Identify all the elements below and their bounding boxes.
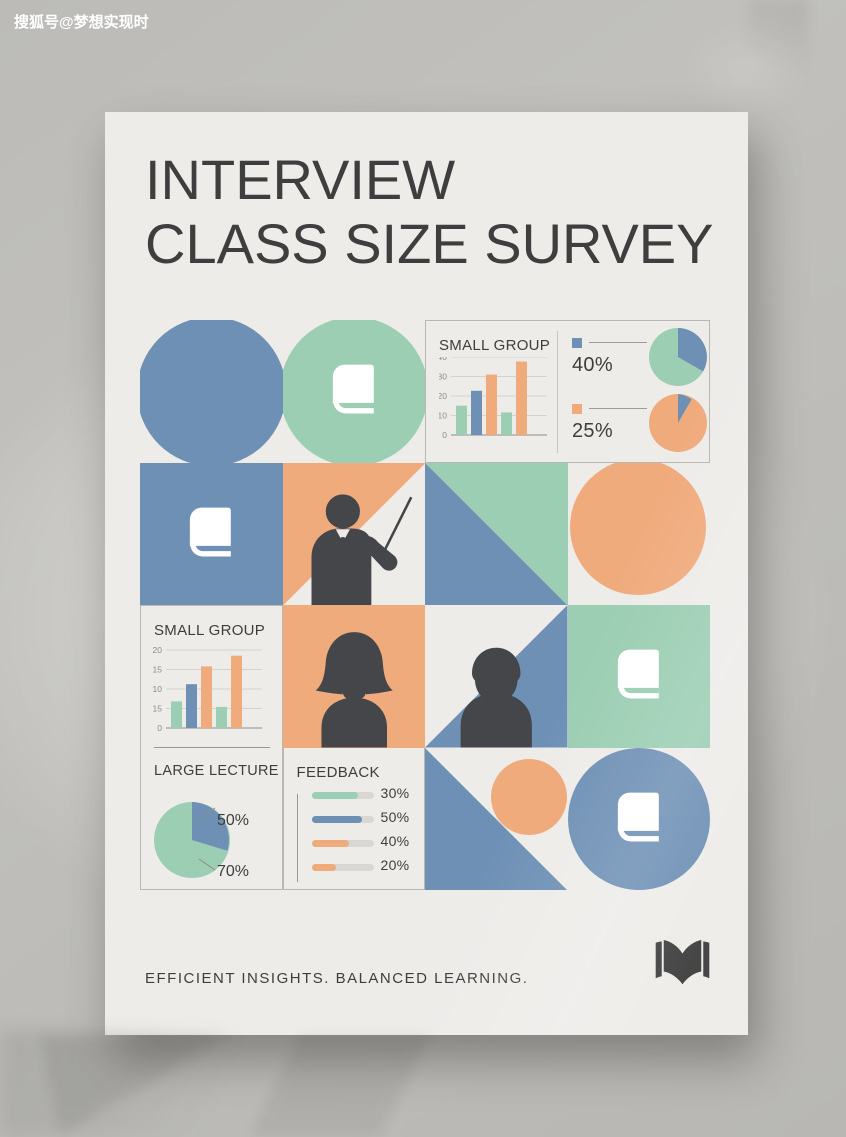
svg-text:10: 10: [153, 684, 163, 694]
svg-text:15: 15: [153, 665, 163, 675]
svg-text:70%: 70%: [217, 863, 249, 880]
svg-text:40: 40: [439, 357, 447, 362]
svg-text:0: 0: [442, 430, 447, 440]
svg-text:10: 10: [439, 411, 447, 421]
svg-text:20: 20: [153, 645, 163, 655]
svg-text:50%: 50%: [217, 812, 249, 829]
svg-text:15: 15: [153, 704, 163, 714]
svg-text:20: 20: [439, 391, 447, 401]
svg-text:0: 0: [157, 723, 162, 733]
svg-text:30: 30: [439, 372, 447, 382]
